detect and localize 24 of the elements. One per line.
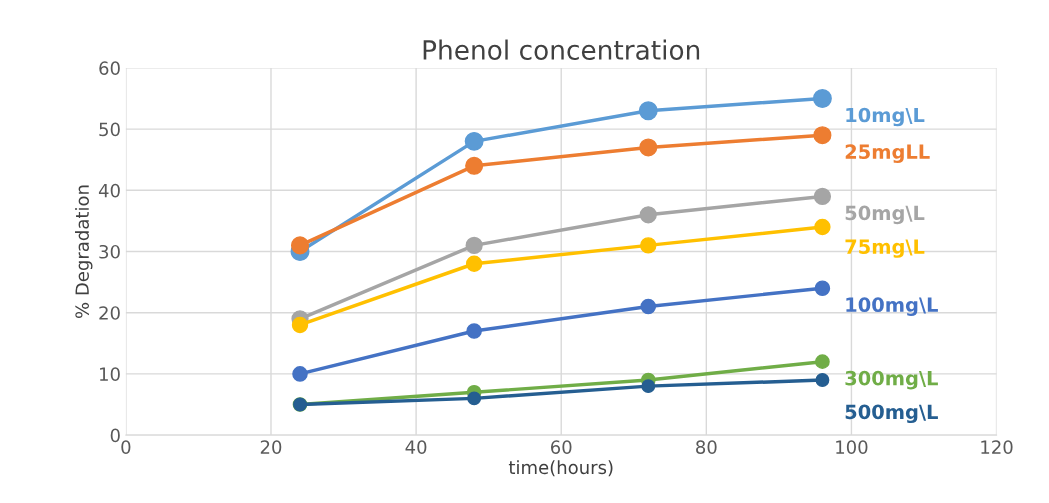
series-label: 75mg\L <box>845 239 925 258</box>
y-tick-label: 0 <box>110 428 120 443</box>
series-label: 500mg\L <box>845 404 938 424</box>
y-tick-label: 10 <box>100 367 120 382</box>
y-tick-label: 30 <box>99 244 120 259</box>
x-tick-label: 100 <box>836 440 868 454</box>
series-label: 50mg\L <box>845 205 925 225</box>
x-tick-label: 20 <box>260 440 282 454</box>
y-tick-label: 20 <box>99 306 120 320</box>
x-tick-label: 120 <box>981 440 1013 454</box>
chart-title: Phenol concentration <box>423 39 700 60</box>
series-label: 25mgLL <box>845 144 930 163</box>
y-tick-label: 40 <box>98 183 120 198</box>
x-tick-label: 60 <box>550 440 572 454</box>
series-label: 10mg\L <box>846 107 925 127</box>
x-tick-label: 80 <box>696 440 717 454</box>
x-tick-label: 40 <box>405 440 427 454</box>
y-tick-label: 50 <box>99 122 120 137</box>
x-tick-label: 0 <box>121 440 131 454</box>
x-axis-title: time(hours) <box>508 460 613 477</box>
y-axis-title: % Degradation <box>75 185 93 318</box>
series-label: 100mg\L <box>846 297 938 316</box>
series-label: 300mg\L <box>845 370 938 390</box>
y-tick-label: 60 <box>99 61 120 76</box>
